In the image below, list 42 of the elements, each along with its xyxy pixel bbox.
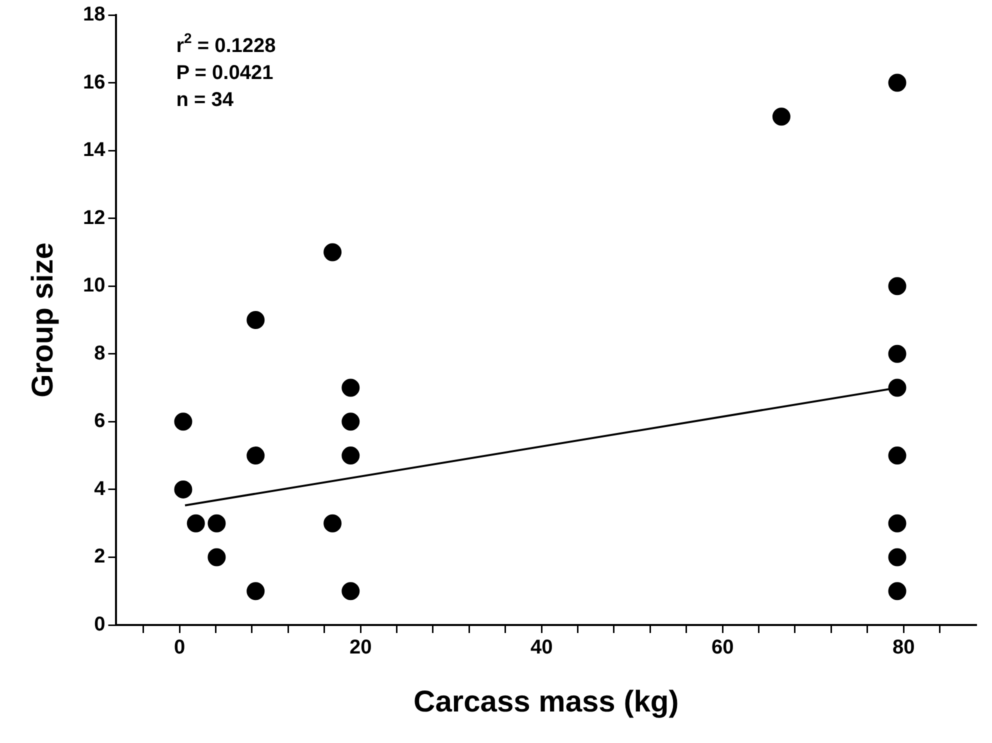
point	[208, 514, 226, 532]
point	[888, 548, 906, 566]
y-tick-label: 8	[94, 342, 106, 364]
y-tick-label: 10	[82, 274, 106, 297]
point	[342, 582, 360, 600]
y-tick-label: 2	[94, 546, 106, 568]
y-axis-title: Group size	[26, 242, 60, 398]
point	[888, 446, 906, 465]
y-tick-label: 12	[82, 206, 106, 229]
x-axis-title: Carcass mass (kg)	[414, 685, 679, 718]
y-tick-label: 18	[82, 4, 106, 26]
x-tick-label: 80	[892, 636, 915, 659]
annotation: n = 34	[176, 89, 234, 111]
point	[888, 74, 906, 92]
x-tick-label: 0	[174, 636, 186, 659]
y-tick-label: 6	[94, 410, 106, 432]
point	[174, 480, 192, 498]
point	[888, 514, 906, 532]
point	[888, 344, 906, 363]
y-tick-label: 4	[94, 478, 106, 500]
point	[772, 108, 790, 126]
y-tick-label: 16	[82, 71, 106, 94]
point	[888, 277, 906, 296]
point	[174, 412, 192, 431]
point	[246, 582, 265, 600]
annotation: P = 0.0421	[176, 62, 274, 84]
point	[324, 243, 342, 262]
y-tick-label: 14	[82, 139, 106, 162]
y-tick-label: 0	[94, 614, 106, 636]
point	[888, 378, 906, 397]
point	[246, 311, 265, 329]
point	[342, 412, 360, 431]
point	[246, 446, 265, 465]
point	[324, 514, 342, 532]
point	[342, 378, 360, 397]
point	[186, 514, 205, 532]
x-tick-label: 40	[530, 636, 553, 659]
point	[888, 582, 906, 600]
point	[342, 446, 360, 465]
point	[208, 548, 226, 566]
x-tick-label: 20	[349, 636, 372, 659]
x-tick-label: 60	[711, 636, 734, 659]
